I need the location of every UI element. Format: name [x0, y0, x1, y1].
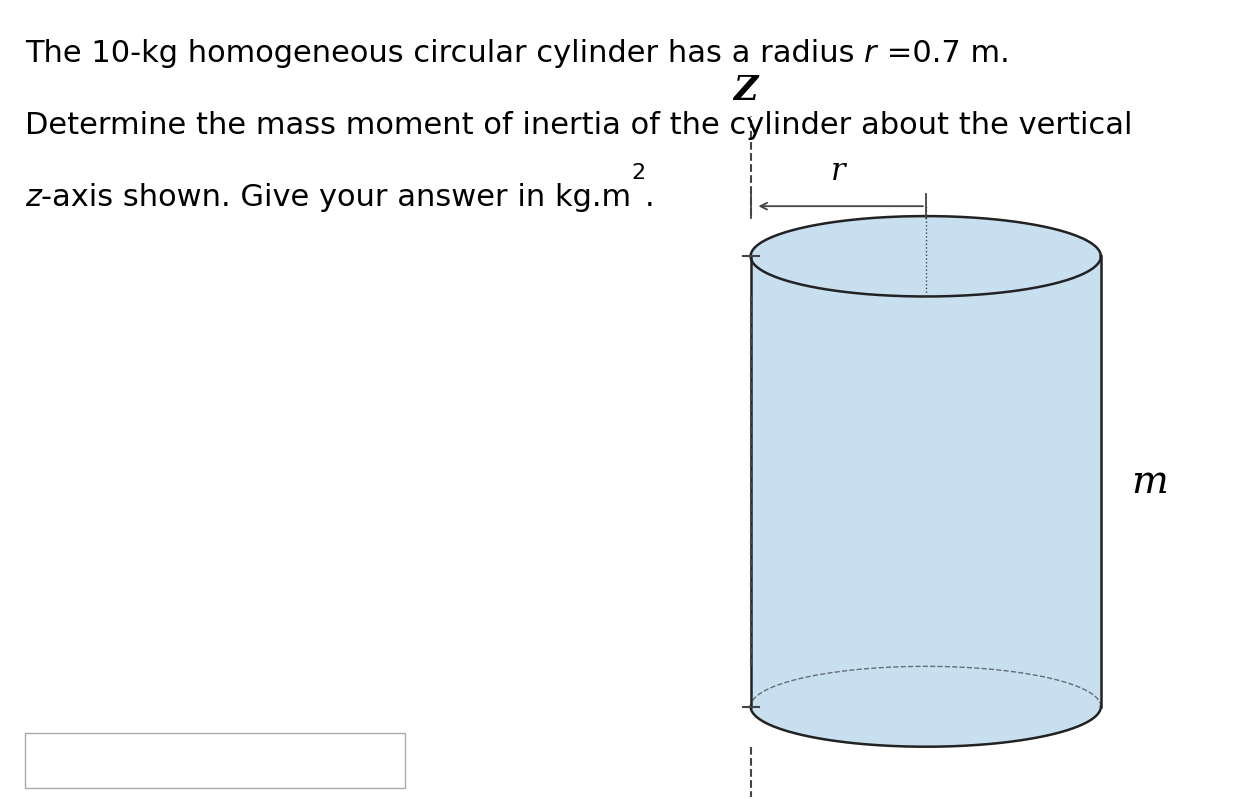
Text: Determine the mass moment of inertia of the cylinder about the vertical: Determine the mass moment of inertia of …	[25, 111, 1132, 140]
Polygon shape	[751, 217, 1101, 297]
Text: z: z	[25, 183, 41, 212]
Text: 2: 2	[631, 163, 646, 183]
Polygon shape	[751, 257, 1101, 707]
Polygon shape	[751, 666, 1101, 747]
Text: -axis shown. Give your answer in kg.m: -axis shown. Give your answer in kg.m	[41, 183, 631, 212]
Text: .: .	[646, 183, 654, 212]
Text: Z: Z	[733, 74, 758, 107]
Text: The 10-kg homogeneous circular cylinder has a radius: The 10-kg homogeneous circular cylinder …	[25, 39, 864, 68]
Text: =0.7 m.: =0.7 m.	[877, 39, 1010, 68]
Text: r: r	[864, 39, 877, 68]
FancyBboxPatch shape	[25, 733, 405, 788]
Text: m: m	[1131, 463, 1167, 500]
Text: r: r	[831, 156, 846, 187]
